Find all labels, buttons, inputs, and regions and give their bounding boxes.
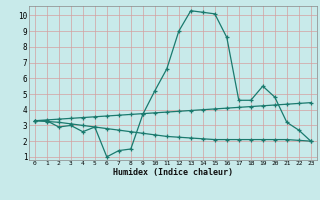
X-axis label: Humidex (Indice chaleur): Humidex (Indice chaleur) bbox=[113, 168, 233, 177]
